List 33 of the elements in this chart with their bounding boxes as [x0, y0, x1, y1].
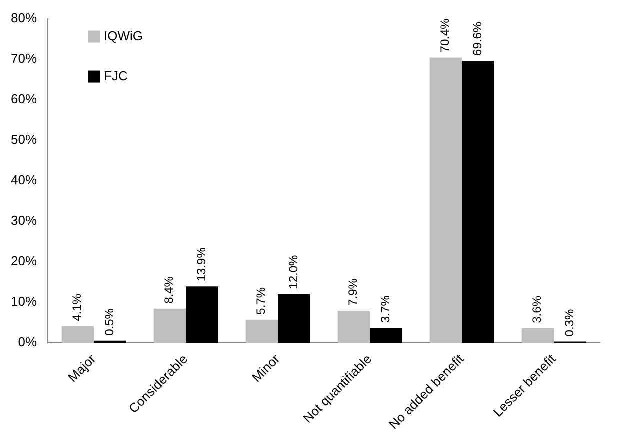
bar: [154, 308, 186, 343]
y-tick-label: 50%: [10, 132, 38, 147]
legend-label: FJC: [104, 68, 128, 84]
bar: [522, 328, 554, 343]
bar: [246, 320, 278, 343]
bar: [62, 326, 94, 343]
data-label: 4.1%: [70, 294, 84, 322]
y-tick-label: 40%: [10, 172, 38, 188]
bar: [430, 58, 462, 343]
bar: [186, 286, 218, 343]
data-label: 12.0%: [286, 254, 300, 290]
y-tick-label: 60%: [10, 91, 38, 106]
data-label: 3.6%: [530, 296, 544, 324]
y-tick-label: 20%: [10, 253, 38, 268]
legend-label: IQWiG: [104, 28, 144, 44]
bar: [462, 60, 494, 343]
data-label: 0.5%: [102, 308, 116, 336]
y-tick-label: 70%: [10, 50, 38, 66]
data-label: 69.6%: [470, 22, 484, 56]
y-tick-label: 0%: [18, 334, 38, 350]
bar: [278, 294, 310, 343]
data-label: 7.9%: [346, 278, 360, 306]
data-label: 5.7%: [254, 287, 268, 315]
y-tick-label: 80%: [10, 10, 38, 26]
data-label: 0.3%: [562, 309, 576, 337]
data-label: 70.4%: [438, 18, 452, 53]
y-tick-label: 10%: [10, 294, 38, 310]
data-label: 3.7%: [378, 295, 392, 323]
bar: [370, 328, 402, 343]
data-label: 13.9%: [194, 247, 208, 282]
y-tick-label: 30%: [10, 212, 38, 228]
bar: [338, 310, 370, 343]
data-label: 8.4%: [162, 276, 176, 304]
